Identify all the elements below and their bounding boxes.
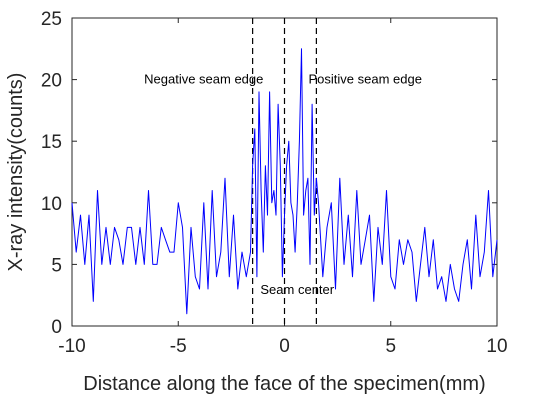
x-axis-label: Distance along the face of the specimen(… [83,373,485,395]
y-tick-label: 20 [41,71,62,92]
series-group [71,48,498,315]
annotation-label: Positive seam edge [309,71,422,86]
annotation-label: Negative seam edge [144,71,263,86]
y-tick-label: 25 [41,9,62,30]
y-tick-label: 0 [51,317,62,338]
annotations: Negative seam edge Positive seam edge Seam… [144,71,422,297]
annotation-label: Seam center [260,282,334,297]
x-tick-label: 10 [486,336,507,357]
y-tick-label: 5 [51,255,62,276]
y-tick-label: 15 [41,132,62,153]
y-tick-label: 10 [41,194,62,215]
x-tick-label: -10 [58,336,85,357]
reference-lines [252,18,317,326]
series-line [71,48,498,315]
x-tick-label: -5 [170,336,187,357]
x-tick-label: 0 [279,336,290,357]
x-tick-label: 5 [385,336,396,357]
axis-ticks: -10 -5 0 5 10 0 5 10 15 20 25 [41,9,508,357]
y-axis-label: X-ray intensity(counts) [5,73,27,272]
